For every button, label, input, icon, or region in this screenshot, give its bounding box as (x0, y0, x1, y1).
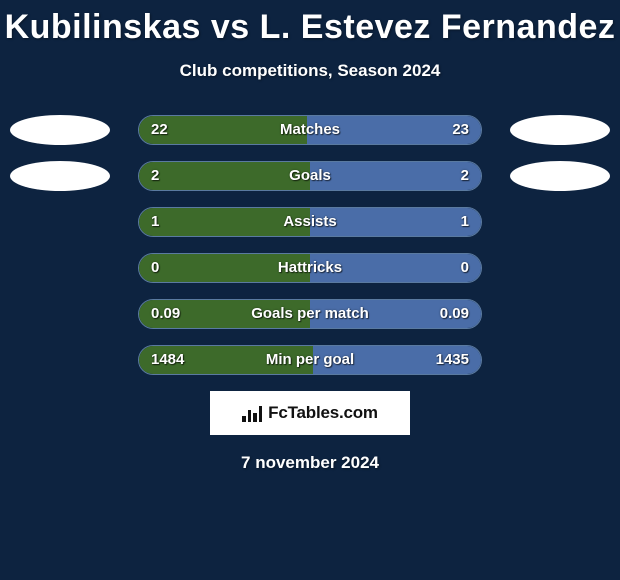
stat-label: Assists (139, 208, 481, 237)
stat-label: Goals (139, 162, 481, 191)
player-marker-left (10, 115, 110, 145)
brand-text: FcTables.com (268, 403, 378, 423)
stat-row: 00Hattricks (138, 253, 482, 283)
brand-badge: FcTables.com (210, 391, 410, 435)
player-marker-right (510, 161, 610, 191)
player-marker-right (510, 115, 610, 145)
stat-label: Hattricks (139, 254, 481, 283)
stat-row: 2223Matches (138, 115, 482, 145)
player-marker-left (10, 161, 110, 191)
bars-icon (242, 404, 262, 422)
stat-row: 11Assists (138, 207, 482, 237)
stat-row: 22Goals (138, 161, 482, 191)
comparison-subtitle: Club competitions, Season 2024 (0, 61, 620, 81)
stat-label: Goals per match (139, 300, 481, 329)
stat-label: Matches (139, 116, 481, 145)
footer-date: 7 november 2024 (0, 453, 620, 473)
stat-label: Min per goal (139, 346, 481, 375)
comparison-chart: 2223Matches 22Goals 11Assists 00Hattricks 0.… (0, 115, 620, 375)
comparison-title: Kubilinskas vs L. Estevez Fernandez (0, 0, 620, 47)
stat-row: 14841435Min per goal (138, 345, 482, 375)
stat-row: 0.090.09Goals per match (138, 299, 482, 329)
